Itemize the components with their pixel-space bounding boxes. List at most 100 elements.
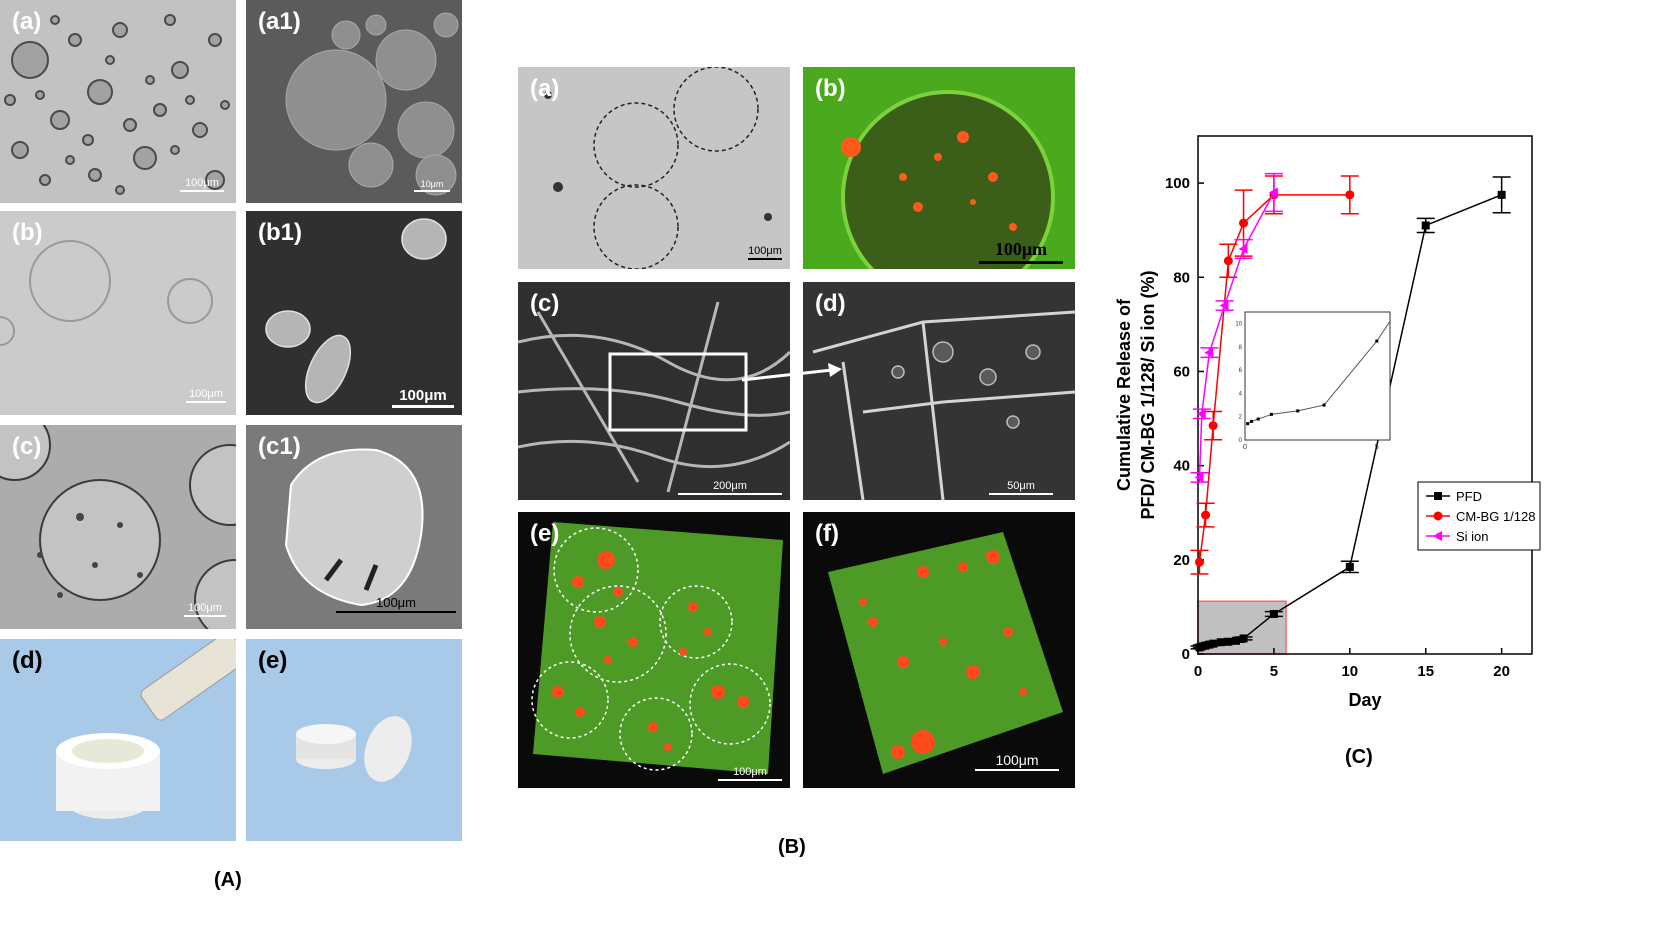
data-point: [1223, 256, 1233, 266]
scale-bar-text: 100μm: [733, 766, 767, 778]
scale-bar: 100μm: [392, 387, 454, 408]
inset-data-point: [1256, 417, 1260, 421]
scaffold-discs-photo: [246, 639, 462, 841]
data-point: [1201, 510, 1211, 520]
inset-y-tick-label: 4: [1239, 391, 1243, 397]
scale-bar-text: 50μm: [1007, 480, 1035, 492]
scale-bar: 100μm: [336, 595, 456, 613]
data-point: [1345, 562, 1354, 571]
panel-label: (c1): [258, 433, 301, 460]
panel-label: (c): [12, 433, 42, 460]
data-point: [1345, 190, 1355, 200]
y-axis-label-line: Cumulative Release of: [1114, 298, 1134, 491]
panel-a-b-micrograph: (b) 100μm: [0, 211, 236, 415]
inset-y-tick-label: 6: [1239, 368, 1243, 374]
data-point: [1208, 421, 1218, 431]
panel-label: (b1): [258, 219, 302, 246]
scale-bar-line: [979, 261, 1063, 264]
microsphere-field: [246, 0, 462, 203]
inset-data-point: [1250, 419, 1254, 423]
inset-y-tick-label: 2: [1239, 415, 1243, 421]
confocal-3d-scaffold: [518, 512, 790, 788]
scale-bar: 100μm: [979, 239, 1063, 264]
data-point: [1216, 638, 1225, 647]
panel-label: (d): [12, 647, 43, 674]
scale-bar-text: 200μm: [713, 480, 747, 492]
scale-bar-line: [989, 493, 1053, 495]
panel-label: (d): [815, 290, 846, 317]
panel-a-c-micrograph: (c) 100μm: [0, 425, 236, 629]
scale-bar: 100μm: [186, 388, 226, 403]
scale-bar: 100μm: [180, 177, 224, 192]
panel-label: (e): [258, 647, 288, 674]
data-point: [1204, 347, 1214, 358]
fluorescent-microsphere: [803, 67, 1075, 269]
legend-entry: PFD: [1456, 489, 1482, 504]
inset-y-tick-label: 0: [1239, 438, 1243, 444]
x-tick-label: 15: [1417, 663, 1434, 680]
inset-data-point: [1375, 339, 1379, 343]
droplet-field: [0, 0, 236, 203]
data-point: [1269, 609, 1278, 618]
data-point: [1231, 636, 1240, 645]
panel-label: (e): [530, 520, 560, 547]
panel-b-c-sem: (c) 200μm: [518, 282, 790, 500]
panel-a-e-photo: (e): [246, 639, 462, 841]
y-axis-label-line: PFD/ CM-BG 1/128/ Si ion (%): [1138, 270, 1158, 519]
data-point: [1196, 408, 1206, 419]
panel-a-c1-sem: (c1) 100μm: [246, 425, 462, 629]
x-tick-label: 0: [1194, 663, 1202, 680]
y-tick-label: 20: [1173, 552, 1190, 569]
scale-bar: 100μm: [718, 766, 782, 781]
data-point: [1239, 218, 1249, 228]
panel-label: (b): [815, 75, 846, 102]
dispersed-microspheres: [518, 67, 790, 269]
x-tick-label: 5: [1270, 663, 1278, 680]
inset-x-tick-label: 0: [1243, 444, 1247, 451]
scale-bar: 100μm: [975, 752, 1059, 771]
data-point: [1238, 244, 1248, 255]
y-tick-label: 100: [1165, 175, 1190, 192]
inset-data-point: [1269, 412, 1273, 416]
panel-label: (f): [815, 520, 839, 547]
panel-b-b-fluorescence: (b) 100μm: [803, 67, 1075, 269]
panel-b-a-micrograph: (a) 100μm: [518, 67, 790, 269]
collapsed-bead: [246, 425, 462, 629]
panel-b-f-confocal: (f) 100μm: [803, 512, 1075, 788]
scale-bar-line: [414, 190, 450, 192]
inset-x-tick-label: 5: [1375, 444, 1379, 451]
hydrogel-bead-field: [0, 211, 236, 415]
scale-bar-line: [392, 405, 454, 408]
panel-label: (a): [12, 8, 42, 35]
legend-marker: [1433, 531, 1442, 541]
panel-a-a-micrograph: (a) 100μm: [0, 0, 236, 203]
data-point: [1268, 187, 1278, 198]
group-label-c: (C): [1345, 746, 1373, 768]
panel-b-e-confocal: (e) 100μm: [518, 512, 790, 788]
scale-bar-text: 100μm: [748, 245, 782, 257]
scale-bar-line: [186, 401, 226, 403]
data-point: [1194, 472, 1204, 483]
scale-bar: 100μm: [748, 245, 782, 260]
scale-bar-text: 100μm: [995, 752, 1039, 768]
scale-bar-line: [678, 493, 782, 495]
group-label-b: (B): [778, 836, 806, 858]
scale-bar-text: 10μm: [420, 179, 444, 189]
plot-frame: [1197, 135, 1533, 655]
scale-bar: 50μm: [989, 480, 1053, 495]
scale-bar: 200μm: [678, 480, 782, 495]
y-tick-label: 40: [1173, 458, 1190, 475]
inset-frame: [1244, 311, 1391, 441]
scale-bar-line: [975, 769, 1059, 771]
panel-b-d-sem: (d) 50μm: [803, 282, 1075, 500]
porous-scaffold-sem: [518, 282, 790, 500]
panel-a-d-photo: (d): [0, 639, 236, 841]
x-tick-label: 20: [1493, 663, 1510, 680]
zoom-arrow-icon: [741, 363, 842, 382]
panel-a-a1-sem: (a1) 10μm: [246, 0, 462, 203]
collapsed-particles: [246, 211, 462, 415]
inset-y-tick-label: 8: [1239, 345, 1243, 351]
scale-bar: 10μm: [414, 179, 450, 192]
confocal-3d-scaffold: [803, 512, 1075, 788]
